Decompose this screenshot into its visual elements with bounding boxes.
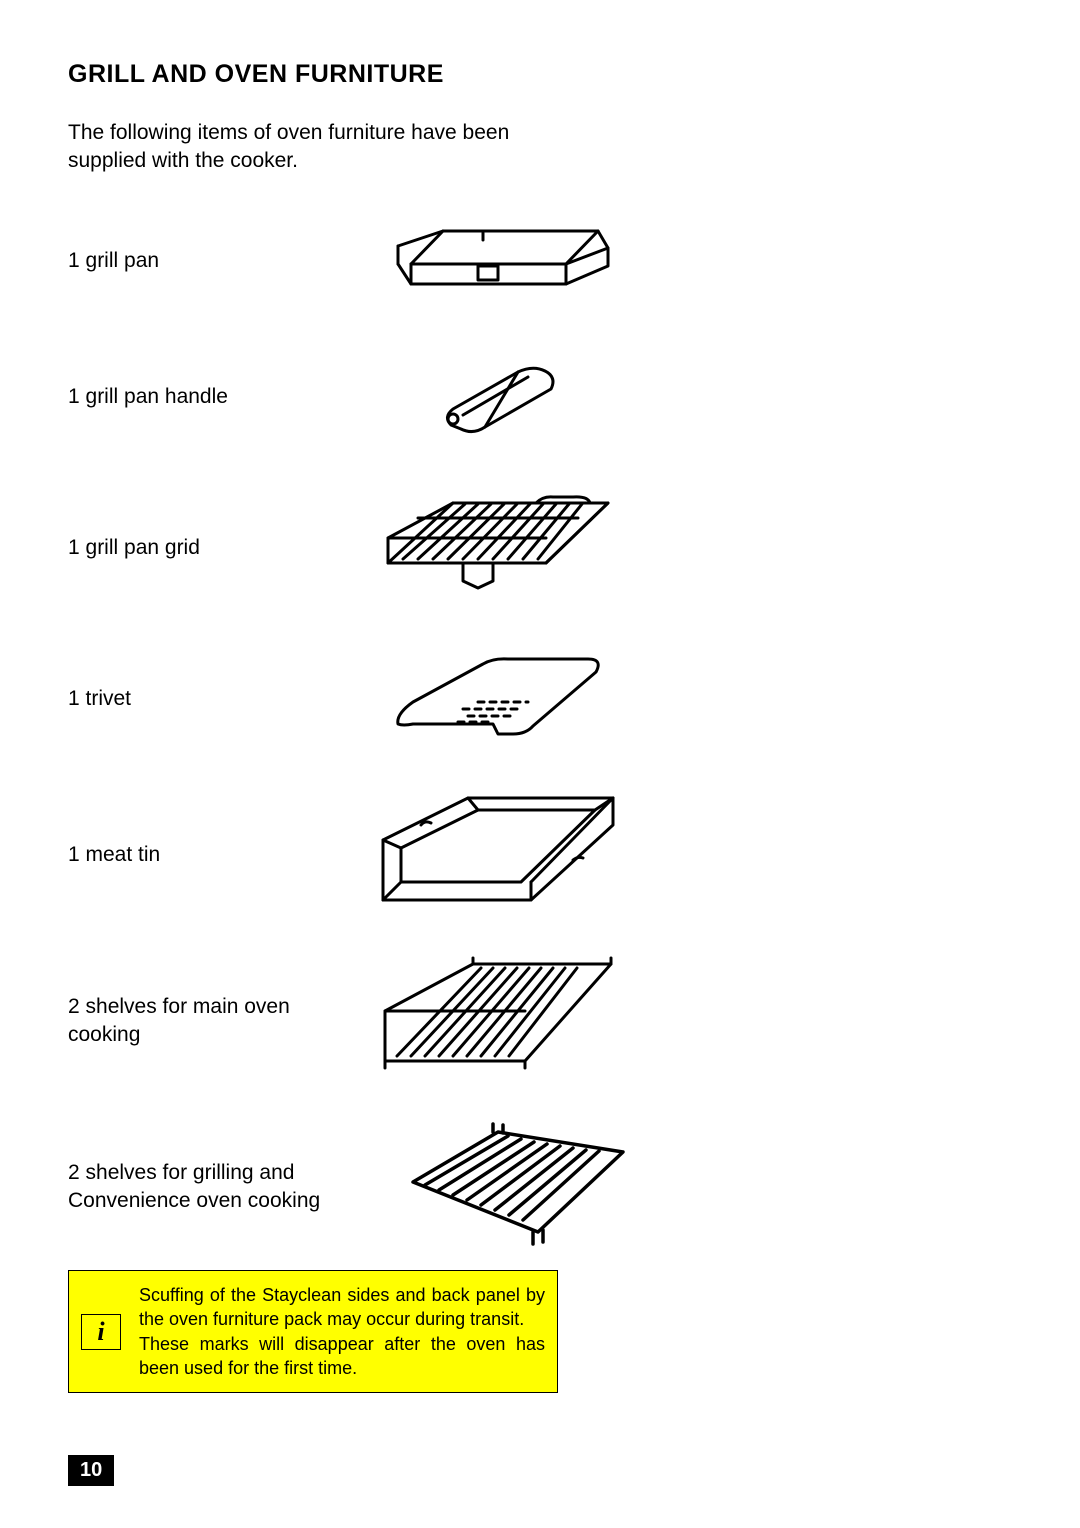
page: GRILL AND OVEN FURNITURE The following i… <box>0 0 1080 1528</box>
info-icon: i <box>81 1314 121 1350</box>
item-row: 1 trivet <box>68 634 668 764</box>
item-label: 1 grill pan grid <box>68 534 328 561</box>
info-box: i Scuffing of the Stayclean sides and ba… <box>68 1270 558 1393</box>
item-row: 1 grill pan <box>68 206 668 316</box>
item-row: 1 grill pan grid <box>68 478 668 618</box>
grill-pan-icon <box>328 226 668 296</box>
item-row: 2 shelves for main oven cooking <box>68 946 668 1096</box>
grill-pan-grid-icon <box>328 493 668 603</box>
item-row: 1 meat tin <box>68 780 668 930</box>
main-oven-shelf-icon <box>328 956 668 1086</box>
section-heading: GRILL AND OVEN FURNITURE <box>68 60 1012 89</box>
trivet-icon <box>328 654 668 744</box>
item-label: 1 grill pan <box>68 247 328 274</box>
grill-pan-handle-icon <box>328 357 668 437</box>
page-number: 10 <box>68 1455 114 1486</box>
item-label: 1 meat tin <box>68 841 328 868</box>
info-text: Scuffing of the Stayclean sides and back… <box>139 1283 545 1380</box>
item-row: 2 shelves for grilling and Convenience o… <box>68 1112 668 1262</box>
item-label: 2 shelves for grilling and Convenience o… <box>68 1159 368 1214</box>
item-label: 2 shelves for main oven cooking <box>68 993 328 1048</box>
item-label: 1 trivet <box>68 685 328 712</box>
intro-text: The following items of oven furniture ha… <box>68 119 588 176</box>
item-list: 1 grill pan <box>68 206 668 1262</box>
item-label: 1 grill pan handle <box>68 383 328 410</box>
item-row: 1 grill pan handle <box>68 332 668 462</box>
info-icon-glyph: i <box>97 1319 104 1345</box>
grilling-shelf-icon <box>368 1122 668 1252</box>
meat-tin-icon <box>328 790 668 920</box>
